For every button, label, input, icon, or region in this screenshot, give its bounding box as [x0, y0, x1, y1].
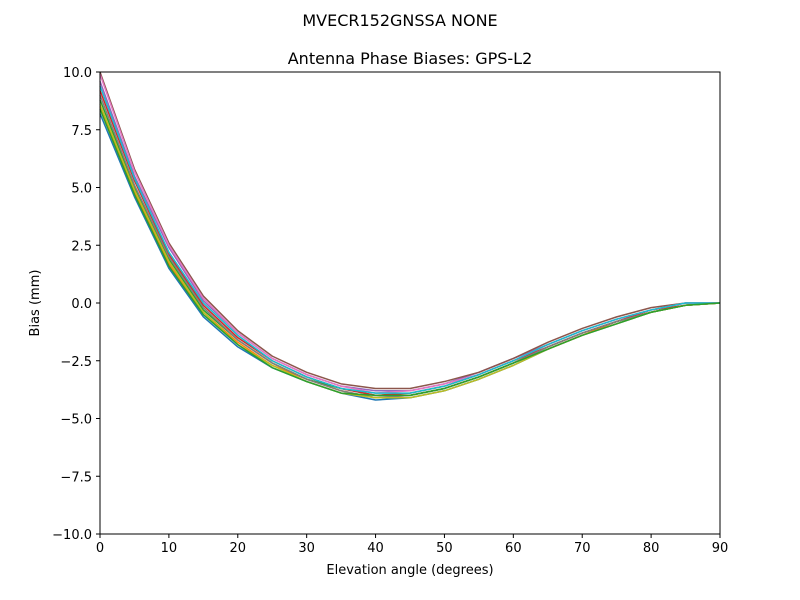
y-tick-label: −2.5 [60, 355, 92, 370]
series-line-11 [99, 108, 721, 397]
x-tick-label: 0 [96, 541, 104, 556]
series-line-2 [99, 106, 721, 399]
series-line-6 [99, 71, 720, 390]
x-tick-label: 70 [574, 541, 591, 556]
y-axis-label: Bias (mm) [28, 270, 43, 337]
x-tick-label: 10 [161, 541, 178, 556]
y-tick-label: 5.0 [71, 182, 92, 197]
x-tick-label: 90 [712, 541, 729, 556]
series-line-8 [99, 94, 721, 399]
series-line-3 [99, 99, 721, 397]
y-tick-label: −7.5 [60, 470, 92, 485]
y-tick-label: −5.0 [60, 413, 92, 428]
chart-title: Antenna Phase Biases: GPS-L2 [288, 49, 533, 68]
series-line-9 [99, 104, 721, 399]
x-tick-label: 60 [505, 541, 522, 556]
series-line-1 [99, 113, 721, 401]
x-tick-label: 50 [436, 541, 453, 556]
x-axis: 0 10 20 30 40 50 60 70 80 90 [96, 534, 728, 556]
series-line-5 [99, 80, 720, 392]
series-layer [99, 71, 721, 401]
y-tick-label: 10.0 [63, 66, 92, 81]
x-tick-label: 80 [643, 541, 660, 556]
y-tick-label: 2.5 [71, 239, 92, 254]
y-tick-label: 7.5 [71, 124, 92, 139]
series-line-7 [99, 74, 720, 394]
series-line-10 [99, 85, 720, 394]
y-axis: −10.0 −7.5 −5.0 −2.5 0.0 2.5 5.0 7.5 10.0 [52, 66, 100, 543]
x-tick-label: 30 [298, 541, 315, 556]
series-line-4 [99, 90, 721, 397]
y-tick-label: −10.0 [52, 528, 92, 543]
x-axis-label: Elevation angle (degrees) [326, 563, 493, 578]
x-tick-label: 20 [230, 541, 247, 556]
x-tick-label: 40 [367, 541, 384, 556]
chart-suptitle: MVECR152GNSSA NONE [302, 11, 497, 30]
y-tick-label: 0.0 [71, 297, 92, 312]
